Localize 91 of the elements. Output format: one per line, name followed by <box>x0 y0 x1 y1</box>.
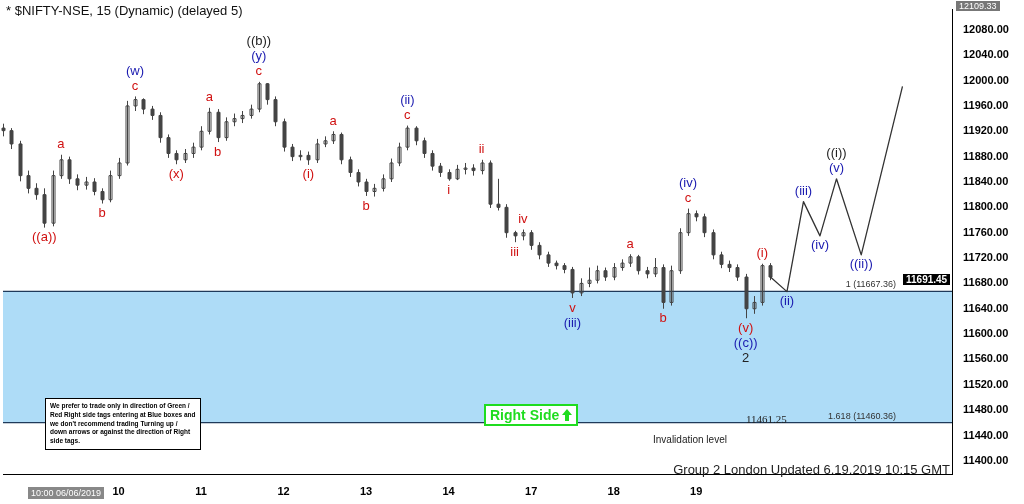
annotation: Right Side <box>490 407 560 423</box>
annotation: (ii) <box>779 293 795 309</box>
y-tick-label: 12080.00 <box>963 22 1009 35</box>
candlestick <box>117 157 122 180</box>
candlestick <box>653 257 658 278</box>
y-tick-label: 11800.00 <box>963 200 1009 213</box>
annotation: ((i)) <box>826 145 847 161</box>
annotation: ((ii)) <box>849 256 873 272</box>
y-tick-label: 11680.00 <box>963 276 1009 289</box>
y-tick-label: 11560.00 <box>963 352 1009 365</box>
text: 12109.33 <box>959 1 997 11</box>
annotation: 11461.25 <box>746 413 787 425</box>
annotation: (iii) <box>794 183 813 199</box>
annotation: 2 <box>742 349 750 365</box>
y-tick-label: 11960.00 <box>963 98 1009 111</box>
annotation: (x) <box>168 165 184 181</box>
candlestick <box>405 125 410 151</box>
annotation: c <box>404 107 412 123</box>
annotation: a <box>329 112 338 128</box>
candlestick <box>587 267 592 288</box>
annotation: v <box>569 299 577 315</box>
annotation: c <box>255 63 263 79</box>
y-tick-label: 11640.00 <box>963 301 1009 314</box>
annotation: a <box>205 89 214 105</box>
annotation: (w) <box>126 63 145 79</box>
x-tick-label: 19 <box>690 485 703 498</box>
annotation: ((b)) <box>246 33 272 49</box>
y-tick-label: 11760.00 <box>963 225 1009 238</box>
annotation: (iv) <box>810 237 829 253</box>
chart-title: * $NIFTY-NSE, 15 (Dynamic) (delayed 5) <box>6 3 243 18</box>
candlestick <box>199 125 204 151</box>
candlestick <box>686 208 691 237</box>
candlestick <box>125 100 130 167</box>
annotation: b <box>362 197 370 213</box>
y-tick-label: 11400.00 <box>963 453 1009 466</box>
annotation: (iii) <box>563 314 582 330</box>
annotation: ((c)) <box>733 334 758 350</box>
annotation: c <box>131 78 139 94</box>
annotation: (i) <box>302 166 315 182</box>
annotation: (y) <box>251 48 267 64</box>
annotation: 11691.45 <box>906 274 948 285</box>
text: 10:00 06/06/2019 <box>31 488 102 498</box>
y-tick-label: 11520.00 <box>963 377 1009 390</box>
x-tick-label: 18 <box>607 485 620 498</box>
annotation: c <box>684 190 692 206</box>
candlestick <box>224 116 229 142</box>
candlestick <box>257 81 262 113</box>
x-tick-label: 14 <box>442 485 456 498</box>
y-tick-label: 11440.00 <box>963 428 1009 441</box>
y-tick-label: 12000.00 <box>963 73 1009 86</box>
annotation: b <box>659 310 667 326</box>
x-tick-label: 17 <box>525 485 538 498</box>
y-tick-label: 11840.00 <box>963 175 1009 188</box>
annotation: a <box>626 235 635 251</box>
candlestick <box>678 227 683 275</box>
x-tick-label: 10 <box>112 485 125 498</box>
annotation: b <box>213 143 222 159</box>
annotation: iii <box>510 243 520 259</box>
candlestick <box>315 138 320 164</box>
annotation: iv <box>518 211 529 227</box>
annotation: Invalidation level <box>653 434 727 445</box>
candlestick <box>397 142 402 167</box>
y-tick-label: 11480.00 <box>963 403 1009 416</box>
candlestick <box>207 107 212 135</box>
ref-line-label: 1 (11667.36) <box>845 279 896 290</box>
x-tick-label: 12 <box>277 485 290 498</box>
x-tick-label: 11 <box>195 485 207 498</box>
candlestick <box>389 158 394 183</box>
annotation: Group 2 London Updated 6.19.2019 10:15 GMT <box>673 462 950 477</box>
y-tick-label: 11880.00 <box>963 149 1009 162</box>
annotation: ((a)) <box>31 229 57 245</box>
annotation: (v) <box>738 319 754 335</box>
annotation: ii <box>478 141 485 157</box>
annotation: b <box>98 205 106 221</box>
candlestick <box>51 170 56 227</box>
candlestick <box>59 154 64 180</box>
ref-line-label: 1.618 (11460.36) <box>828 410 896 421</box>
y-tick-label: 11920.00 <box>963 124 1009 137</box>
x-tick-label: 13 <box>359 485 373 498</box>
y-tick-label: 11600.00 <box>963 327 1009 340</box>
annotation: (v) <box>828 160 845 176</box>
annotation: (i) <box>756 245 768 261</box>
annotation: a <box>57 136 66 152</box>
y-tick-label: 12040.00 <box>963 48 1009 61</box>
annotation: (ii) <box>400 92 415 108</box>
candlestick <box>669 265 674 307</box>
candlestick <box>108 170 113 203</box>
y-tick-label: 11720.00 <box>963 251 1009 264</box>
annotation: (iv) <box>678 175 697 191</box>
candlestick <box>760 263 765 307</box>
annotation: i <box>447 182 451 198</box>
